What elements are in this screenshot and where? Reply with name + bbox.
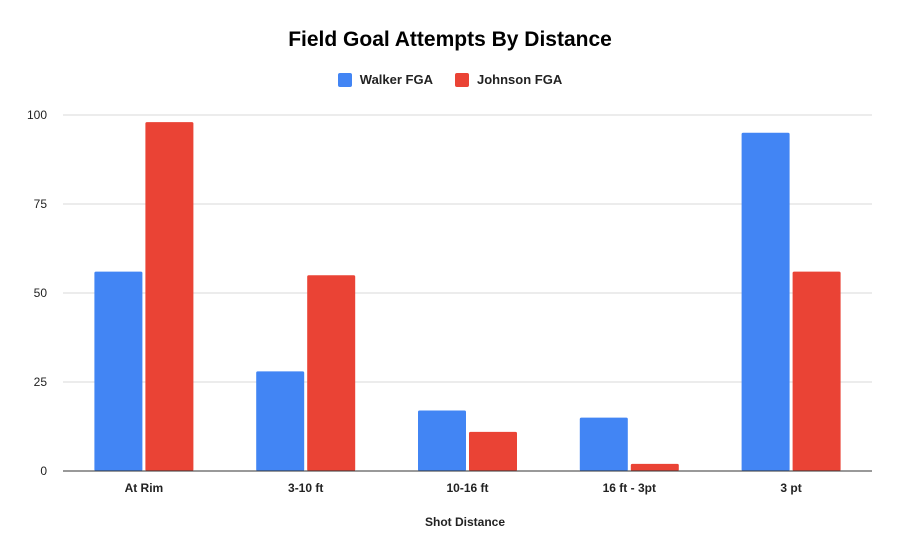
bar-walker[interactable]: [741, 132, 790, 472]
gridlines: [63, 114, 872, 383]
bar-johnson[interactable]: [469, 431, 517, 471]
x-axis-categories: At Rim 3-10 ft 10-16 ft 16 ft - 3pt 3 pt: [125, 481, 802, 495]
bar-walker[interactable]: [94, 271, 143, 471]
y-tick-label: 100: [27, 108, 47, 122]
bar-johnson[interactable]: [307, 275, 356, 471]
y-tick-label: 50: [34, 286, 48, 300]
bar-johnson[interactable]: [630, 463, 679, 471]
x-category-label: 3 pt: [780, 481, 801, 495]
x-category-label: At Rim: [125, 481, 164, 495]
chart-title: Field Goal Attempts By Distance: [288, 28, 612, 51]
y-axis-ticks: 0 25 50 75 100: [27, 108, 47, 478]
legend-swatch-walker: [337, 72, 352, 87]
y-tick-label: 0: [40, 464, 47, 478]
bar-johnson[interactable]: [792, 271, 841, 471]
x-category-label: 16 ft - 3pt: [603, 481, 656, 495]
x-category-label: 3-10 ft: [288, 481, 323, 495]
legend: Walker FGA Johnson FGA: [0, 72, 900, 87]
legend-label-johnson: Johnson FGA: [476, 72, 563, 87]
x-category-label: 10-16 ft: [446, 481, 488, 495]
x-axis-title: Shot Distance: [425, 515, 505, 529]
legend-item-walker[interactable]: Walker FGA: [337, 72, 433, 87]
y-tick-label: 25: [34, 375, 48, 389]
bar-walker[interactable]: [256, 371, 305, 471]
bars: [94, 122, 841, 472]
legend-swatch-johnson: [454, 72, 469, 87]
bar-walker[interactable]: [579, 417, 628, 471]
legend-label-walker: Walker FGA: [359, 72, 433, 87]
bar-johnson[interactable]: [145, 122, 194, 472]
bar-walker[interactable]: [418, 410, 466, 471]
y-tick-label: 75: [34, 197, 48, 211]
legend-item-johnson[interactable]: Johnson FGA: [454, 72, 563, 87]
